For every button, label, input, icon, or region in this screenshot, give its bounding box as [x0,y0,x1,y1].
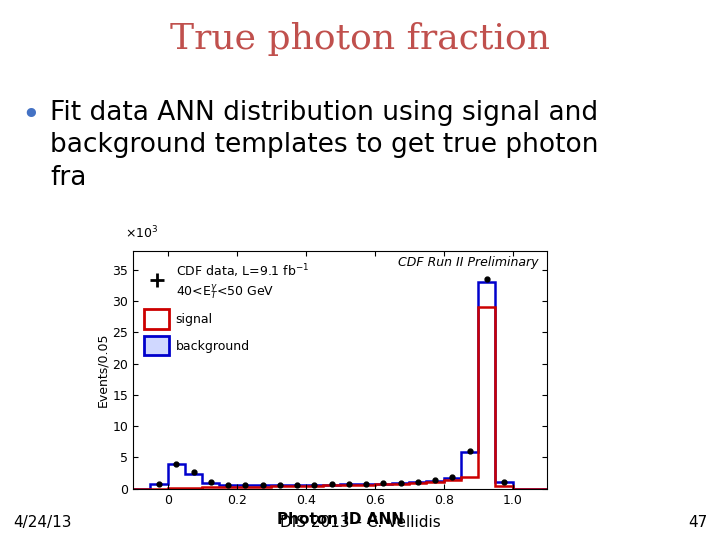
Text: $\times10^{3}$: $\times10^{3}$ [125,225,158,241]
Text: 4/24/13: 4/24/13 [13,515,71,530]
Text: fra: fra [50,165,87,191]
Y-axis label: Events/0.05: Events/0.05 [96,333,109,407]
Legend: CDF data, L=9.1 fb$^{-1}$
40<E$_{T}^{\gamma}$<50 GeV, signal, background: CDF data, L=9.1 fb$^{-1}$ 40<E$_{T}^{\ga… [140,258,314,360]
X-axis label: Photon ID ANN: Photon ID ANN [276,512,404,527]
Text: True photon fraction: True photon fraction [170,22,550,56]
Text: Fit data ANN distribution using signal and: Fit data ANN distribution using signal a… [50,100,598,126]
Text: DIS 2013 – C. Vellidis: DIS 2013 – C. Vellidis [279,515,441,530]
Text: •: • [22,100,40,131]
Text: background templates to get true photon: background templates to get true photon [50,132,599,158]
Text: 47: 47 [688,515,707,530]
Text: CDF Run II Preliminary: CDF Run II Preliminary [398,256,539,269]
